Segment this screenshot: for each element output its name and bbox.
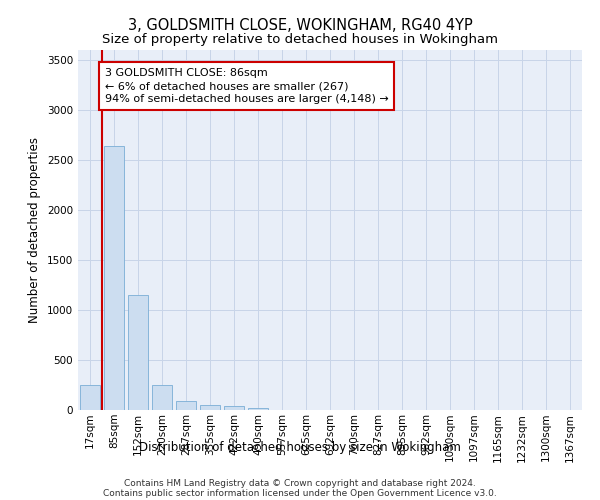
Text: Contains public sector information licensed under the Open Government Licence v3: Contains public sector information licen… [103, 490, 497, 498]
Y-axis label: Number of detached properties: Number of detached properties [28, 137, 41, 323]
Text: 3 GOLDSMITH CLOSE: 86sqm
← 6% of detached houses are smaller (267)
94% of semi-d: 3 GOLDSMITH CLOSE: 86sqm ← 6% of detache… [105, 68, 389, 104]
Bar [224, 406, 244, 410]
Bar [80, 385, 100, 410]
Bar [176, 401, 196, 410]
Bar [248, 408, 268, 410]
Bar [128, 295, 148, 410]
Text: Distribution of detached houses by size in Wokingham: Distribution of detached houses by size … [139, 441, 461, 454]
Text: Contains HM Land Registry data © Crown copyright and database right 2024.: Contains HM Land Registry data © Crown c… [124, 480, 476, 488]
Text: 3, GOLDSMITH CLOSE, WOKINGHAM, RG40 4YP: 3, GOLDSMITH CLOSE, WOKINGHAM, RG40 4YP [128, 18, 472, 32]
Bar [200, 405, 220, 410]
Text: Size of property relative to detached houses in Wokingham: Size of property relative to detached ho… [102, 32, 498, 46]
Bar [152, 384, 172, 410]
Bar [104, 146, 124, 410]
